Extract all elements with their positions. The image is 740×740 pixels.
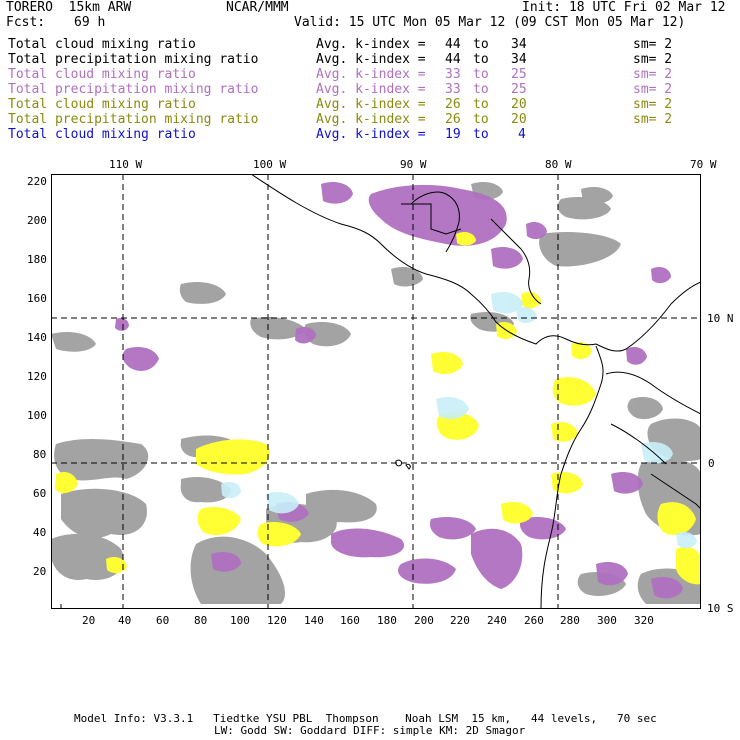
- legend-to: 4: [518, 127, 526, 142]
- legend-to: 25: [511, 67, 527, 82]
- legend-to-word: to: [473, 97, 489, 112]
- x-tick-label: 60: [156, 614, 170, 627]
- legend-sm: sm= 2: [633, 67, 673, 82]
- center-label: NCAR/MMM: [226, 0, 289, 15]
- legend-to-word: to: [473, 37, 489, 52]
- x-tick-label: 40: [118, 614, 132, 627]
- legend-index: Avg. k-index =: [316, 52, 426, 67]
- legend-row: Total precipitation mixing ratio Avg. k-…: [8, 52, 672, 67]
- y-tick-label: 40: [33, 526, 47, 539]
- legend-sm: sm= 2: [633, 112, 673, 127]
- legend-from: 44: [445, 52, 461, 67]
- legend-to-word: to: [473, 127, 489, 142]
- x-tick-label: 280: [560, 614, 580, 627]
- cloud-purple-areas: [115, 182, 683, 599]
- legend-field: Total cloud mixing ratio: [8, 127, 196, 142]
- legend-from: 26: [445, 97, 461, 112]
- lon-label: 70 W: [690, 158, 717, 171]
- legend-row: Total precipitation mixing ratio Avg. k-…: [8, 82, 672, 97]
- y-tick-label: 20: [33, 565, 47, 578]
- model-title: TORERO 15km ARW: [6, 0, 132, 15]
- legend-sm: sm= 2: [633, 52, 673, 67]
- x-tick-label: 160: [340, 614, 360, 627]
- model-info-line1: Model Info: V3.3.1 Tiedtke YSU PBL Thomp…: [74, 712, 657, 725]
- y-tick-label: 100: [27, 409, 47, 422]
- cloud-cyan-areas: [221, 292, 697, 549]
- y-tick-label: 120: [27, 370, 47, 383]
- cloud-gray-areas: [51, 181, 701, 604]
- y-tick-label: 60: [33, 487, 47, 500]
- legend-index: Avg. k-index =: [316, 82, 426, 97]
- legend-row: Total cloud mixing ratio Avg. k-index = …: [8, 37, 672, 52]
- legend-to: 20: [511, 97, 527, 112]
- lat-label: 10 S: [707, 602, 734, 615]
- y-tick-label: 140: [27, 331, 47, 344]
- cloud-yellow-areas: [55, 231, 701, 585]
- y-tick-label: 160: [27, 292, 47, 305]
- legend-field: Total precipitation mixing ratio: [8, 112, 259, 127]
- forecast-label: Fcst:: [6, 15, 46, 30]
- legend-from: 33: [445, 82, 461, 97]
- legend-to: 34: [511, 52, 527, 67]
- forecast-hour: 69 h: [74, 15, 106, 30]
- legend-to-word: to: [473, 82, 489, 97]
- legend-row: Total cloud mixing ratio Avg. k-index = …: [8, 97, 672, 112]
- legend-from: 19: [445, 127, 461, 142]
- x-tick-label: 200: [414, 614, 434, 627]
- x-tick-label: 240: [487, 614, 507, 627]
- legend-to-word: to: [473, 67, 489, 82]
- legend-row: Total precipitation mixing ratio Avg. k-…: [8, 112, 672, 127]
- legend-from: 44: [445, 37, 461, 52]
- x-tick-label: 260: [524, 614, 544, 627]
- legend-to: 34: [511, 37, 527, 52]
- x-tick-label: 20: [82, 614, 96, 627]
- y-tick-label: 200: [27, 214, 47, 227]
- lon-label: 80 W: [545, 158, 572, 171]
- valid-time: Valid: 15 UTC Mon 05 Mar 12 (09 CST Mon …: [294, 15, 686, 30]
- legend-index: Avg. k-index =: [316, 112, 426, 127]
- forecast-map: [51, 174, 701, 609]
- lat-label: 0: [708, 457, 715, 470]
- legend-field: Total precipitation mixing ratio: [8, 52, 259, 67]
- x-tick-label: 220: [450, 614, 470, 627]
- legend-row: Total cloud mixing ratio Avg. k-index = …: [8, 67, 672, 82]
- model-info-line2: LW: Godd SW: Goddard DIFF: simple KM: 2D…: [214, 724, 526, 737]
- x-tick-label: 320: [634, 614, 654, 627]
- legend-from: 33: [445, 67, 461, 82]
- x-tick-label: 100: [230, 614, 250, 627]
- legend-field: Total cloud mixing ratio: [8, 97, 196, 112]
- legend-row: Total cloud mixing ratio Avg. k-index = …: [8, 127, 526, 142]
- legend-sm: sm= 2: [633, 37, 673, 52]
- coastlines: [60, 174, 701, 609]
- legend-sm: sm= 2: [633, 97, 673, 112]
- legend-index: Avg. k-index =: [316, 127, 426, 142]
- x-tick-label: 80: [194, 614, 208, 627]
- y-tick-label: 80: [33, 448, 47, 461]
- legend-to: 25: [511, 82, 527, 97]
- legend-index: Avg. k-index =: [316, 67, 426, 82]
- x-tick-label: 300: [597, 614, 617, 627]
- legend-sm: sm= 2: [633, 82, 673, 97]
- y-tick-label: 220: [27, 175, 47, 188]
- x-tick-label: 180: [377, 614, 397, 627]
- legend-from: 26: [445, 112, 461, 127]
- legend-field: Total precipitation mixing ratio: [8, 82, 259, 97]
- legend-to: 20: [511, 112, 527, 127]
- y-tick-label: 180: [27, 253, 47, 266]
- map-frame: [51, 174, 701, 609]
- x-tick-label: 140: [304, 614, 324, 627]
- init-time: Init: 18 UTC Fri 02 Mar 12: [522, 0, 726, 15]
- legend-field: Total cloud mixing ratio: [8, 67, 196, 82]
- legend-to-word: to: [473, 52, 489, 67]
- lon-label: 110 W: [109, 158, 143, 171]
- legend-index: Avg. k-index =: [316, 37, 426, 52]
- lon-label: 90 W: [400, 158, 427, 171]
- legend-field: Total cloud mixing ratio: [8, 37, 196, 52]
- lat-label: 10 N: [707, 312, 734, 325]
- lon-label: 100 W: [253, 158, 287, 171]
- x-tick-label: 120: [267, 614, 287, 627]
- graticule: [51, 174, 701, 609]
- legend-to-word: to: [473, 112, 489, 127]
- legend-index: Avg. k-index =: [316, 97, 426, 112]
